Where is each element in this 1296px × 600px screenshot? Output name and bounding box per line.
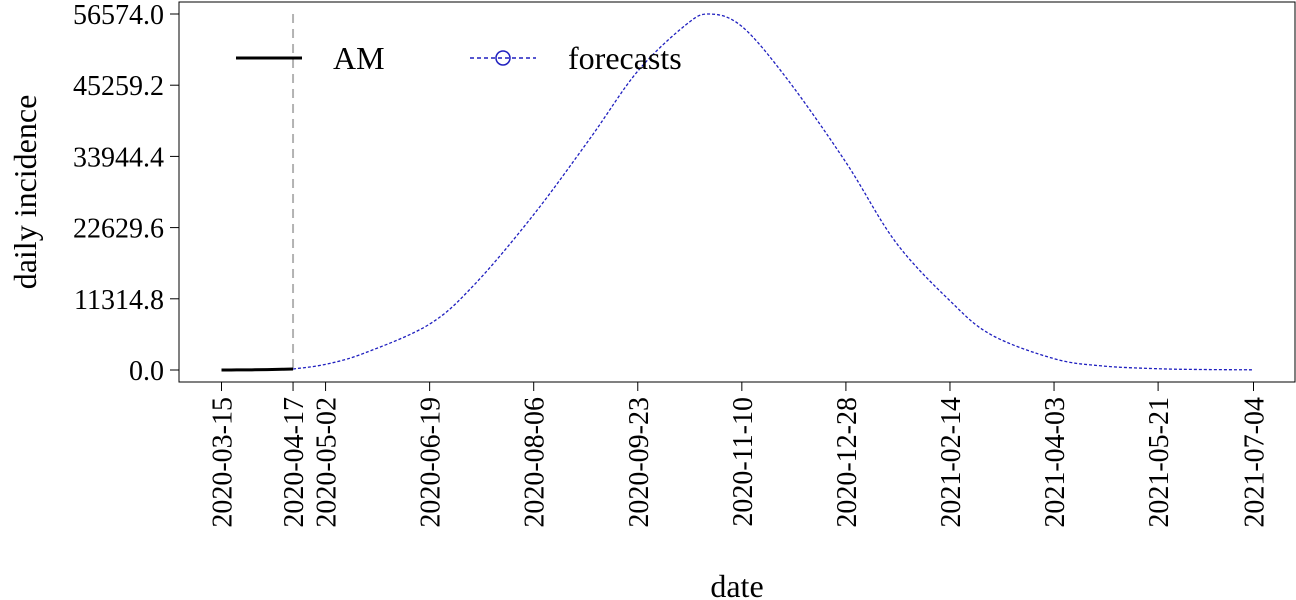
y-axis-title: daily incidence (7, 95, 43, 290)
x-tick-label: 2020-09-23 (624, 397, 655, 528)
x-tick-label: 2021-04-03 (1040, 397, 1071, 528)
y-tick-label: 56574.0 (73, 0, 164, 31)
x-tick-label: 2021-05-21 (1144, 397, 1175, 528)
legend-am-label: AM (333, 40, 385, 76)
x-tick-label: 2021-02-14 (936, 397, 967, 528)
y-tick-label: 22629.6 (73, 214, 164, 245)
x-tick-label: 2020-04-17 (279, 397, 310, 528)
x-tick-label: 2020-06-19 (416, 397, 447, 528)
series-layer (221, 13, 1254, 372)
legend-forecasts-marker (495, 50, 511, 66)
x-axis-title: date (710, 568, 763, 600)
series-am-line (221, 367, 294, 372)
legend-forecasts-label: forecasts (568, 40, 682, 76)
x-tick-label: 2020-08-06 (520, 397, 551, 528)
x-tick-label: 2020-05-02 (312, 397, 343, 528)
y-tick-label: 11314.8 (74, 285, 164, 316)
x-tick-label: 2020-11-10 (728, 397, 759, 527)
y-tick-label: 0.0 (129, 356, 164, 387)
x-tick-label: 2020-12-28 (832, 397, 863, 528)
x-tick-label: 2021-07-04 (1240, 397, 1271, 528)
y-axis: 0.0 11314.8 22629.6 33944.4 45259.2 56574.0 (73, 0, 180, 387)
y-tick-label: 33944.4 (73, 142, 164, 173)
legend: AM forecasts (236, 40, 682, 76)
x-tick-label: 2020-03-15 (208, 397, 239, 528)
series-forecasts-line (292, 13, 1254, 371)
x-axis: 2020-03-15 2020-04-17 2020-05-02 2020-06-19… (208, 381, 1271, 528)
y-tick-label: 45259.2 (73, 71, 164, 102)
